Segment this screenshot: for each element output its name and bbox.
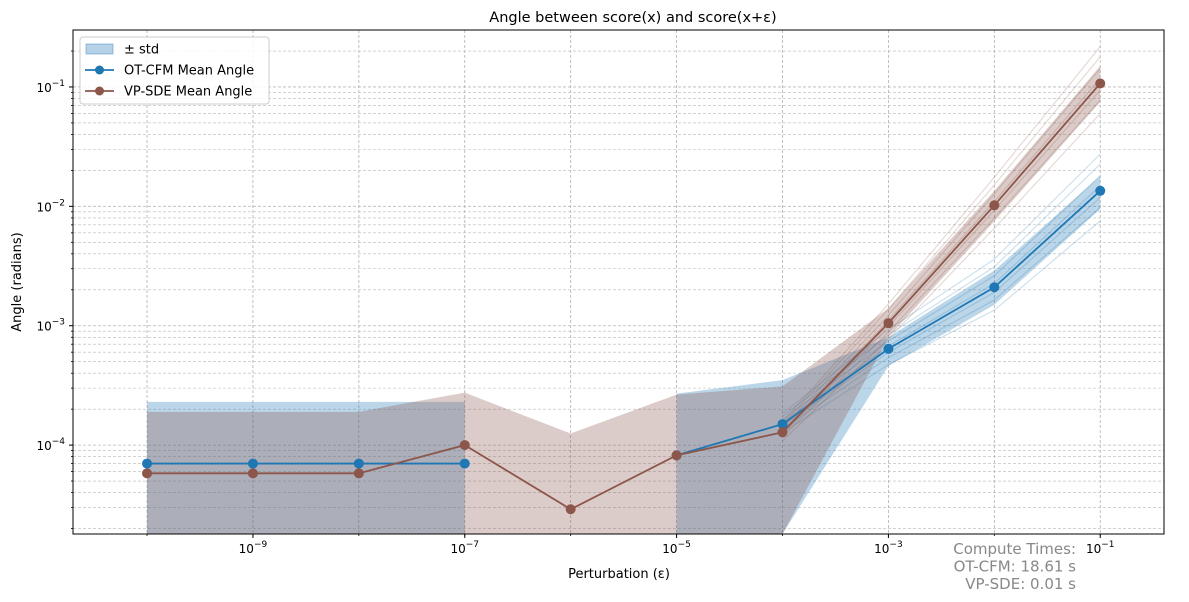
run-line bbox=[782, 220, 1101, 434]
run-line bbox=[782, 78, 1101, 432]
run-line bbox=[782, 175, 1101, 421]
y-tick-label: 10−3 bbox=[36, 318, 65, 334]
legend-marker bbox=[95, 65, 104, 75]
data-point-vp-sde bbox=[777, 427, 788, 438]
run-line bbox=[782, 197, 1101, 427]
x-tick-label: 10−7 bbox=[450, 540, 479, 556]
data-point-vp-sde bbox=[671, 450, 682, 461]
run-line bbox=[782, 99, 1101, 438]
series-lines bbox=[142, 78, 1106, 515]
x-axis-label: Perturbation (ε) bbox=[568, 567, 670, 582]
legend-label: ± std bbox=[124, 43, 159, 58]
y-tick-label: 10−2 bbox=[36, 198, 65, 214]
x-tick-label: 10−5 bbox=[662, 540, 691, 556]
run-line bbox=[782, 68, 1101, 429]
run-line bbox=[782, 56, 1101, 426]
data-point-ot-cfm bbox=[1095, 185, 1106, 196]
data-point-vp-sde bbox=[883, 318, 894, 329]
data-point-vp-sde bbox=[247, 468, 258, 479]
run-line bbox=[782, 89, 1101, 435]
annotation-line: Compute Times: bbox=[953, 540, 1076, 558]
y-axis-label: Angle (radians) bbox=[10, 232, 25, 331]
annotation-line: VP-SDE: 0.01 s bbox=[965, 575, 1076, 593]
data-point-ot-cfm bbox=[353, 458, 364, 469]
data-point-ot-cfm bbox=[883, 343, 894, 354]
run-line bbox=[782, 163, 1101, 417]
std-band-ot-cfm bbox=[147, 401, 465, 534]
grid bbox=[73, 30, 1164, 534]
data-point-vp-sde bbox=[459, 440, 470, 451]
data-point-vp-sde bbox=[353, 468, 364, 479]
series-line-vp-sde bbox=[147, 82, 1101, 511]
y-tick-label: 10−1 bbox=[36, 79, 65, 95]
data-point-vp-sde bbox=[1095, 78, 1106, 89]
data-point-vp-sde bbox=[989, 200, 1000, 211]
run-line bbox=[782, 207, 1101, 430]
data-point-vp-sde bbox=[565, 504, 576, 515]
legend-box bbox=[79, 36, 270, 105]
std-band-vp-sde bbox=[147, 65, 1101, 535]
data-point-ot-cfm bbox=[989, 282, 1000, 293]
legend-label: OT-CFM Mean Angle bbox=[124, 64, 254, 79]
plot-frame bbox=[72, 29, 1165, 535]
y-tick-label: 10−4 bbox=[36, 437, 65, 453]
data-point-ot-cfm bbox=[777, 419, 788, 430]
legend-label: VP-SDE Mean Angle bbox=[124, 85, 252, 100]
legend: ± std OT-CFM Mean Angle VP-SDE Mean Angle bbox=[79, 36, 270, 105]
annotation-line: OT-CFM: 18.61 s bbox=[954, 558, 1077, 576]
x-tick-label: 10−9 bbox=[239, 540, 268, 556]
legend-std-swatch bbox=[85, 43, 114, 55]
std-bands bbox=[147, 46, 1101, 535]
x-tick-label: 10−3 bbox=[874, 540, 903, 556]
data-point-ot-cfm bbox=[247, 458, 258, 469]
run-line bbox=[782, 46, 1101, 423]
compute-times-annotation: Compute Times:OT-CFM: 18.61 sVP-SDE: 0.0… bbox=[953, 540, 1076, 593]
legend-marker bbox=[95, 86, 104, 96]
data-point-ot-cfm bbox=[142, 458, 153, 469]
data-point-vp-sde bbox=[142, 468, 153, 479]
run-line bbox=[782, 153, 1101, 415]
data-point-ot-cfm bbox=[459, 458, 470, 469]
axis-ticks: 10−9 10−7 10−5 10−3 10−1 10−4 10−3 10−2 10−1 bbox=[36, 50, 1115, 556]
chart-title: Angle between score(x) and score(x+ε) bbox=[489, 10, 776, 26]
x-tick-label: 10−1 bbox=[1086, 540, 1115, 556]
std-band-ot-cfm bbox=[676, 175, 1101, 535]
run-line bbox=[782, 185, 1101, 424]
run-line bbox=[782, 113, 1101, 442]
